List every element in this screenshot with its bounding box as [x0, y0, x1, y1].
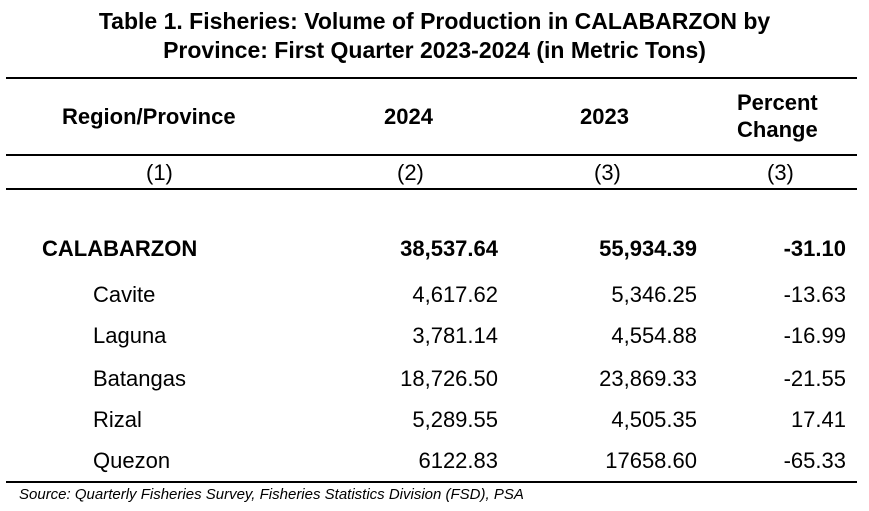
row-value-2024: 4,617.62 — [412, 282, 498, 307]
column-number-row: (1) (2) (3) (3) — [0, 159, 869, 186]
row-value-2024: 6122.83 — [418, 448, 498, 473]
table-title-line-1: Table 1. Fisheries: Volume of Production… — [98, 8, 771, 34]
header-region-province: Region/Province — [62, 104, 236, 129]
row-percent-change: -65.33 — [783, 448, 846, 473]
row-value-2024: 38,537.64 — [400, 236, 498, 261]
table-title-line-2: Province: First Quarter 2023-2024 (in Me… — [163, 37, 706, 63]
row-name: CALABARZON — [42, 236, 198, 261]
row-percent-change: -13.63 — [783, 282, 846, 307]
table-row-total: CALABARZON 38,537.64 55,934.39 -31.10 — [0, 234, 869, 264]
top-rule — [6, 77, 857, 79]
header-2023: 2023 — [580, 104, 629, 129]
bottom-rule — [6, 481, 857, 483]
row-name: Rizal — [93, 407, 142, 432]
row-name: Laguna — [93, 323, 167, 348]
column-number-4: (3) — [767, 160, 794, 185]
row-percent-change: -31.10 — [783, 236, 846, 261]
row-value-2023: 4,505.35 — [611, 407, 697, 432]
table-row: Rizal 5,289.55 4,505.35 17.41 — [0, 405, 869, 435]
header-percent-change: Percent Change — [737, 89, 818, 143]
row-name: Quezon — [93, 448, 171, 473]
row-percent-change: -16.99 — [783, 323, 846, 348]
table-row: Cavite 4,617.62 5,346.25 -13.63 — [0, 280, 869, 310]
table-title: Table 1. Fisheries: Volume of Production… — [0, 7, 869, 65]
row-value-2023: 5,346.25 — [611, 282, 697, 307]
table-row: Laguna 3,781.14 4,554.88 -16.99 — [0, 321, 869, 351]
row-name: Batangas — [93, 366, 186, 391]
column-number-2: (2) — [397, 160, 424, 185]
source-note: Source: Quarterly Fisheries Survey, Fish… — [19, 486, 524, 503]
header-percent-change-line-1: Percent — [737, 90, 818, 115]
row-value-2023: 4,554.88 — [611, 323, 697, 348]
row-value-2023: 23,869.33 — [599, 366, 697, 391]
header-rule — [6, 154, 857, 156]
column-number-3: (3) — [594, 160, 621, 185]
row-value-2024: 5,289.55 — [412, 407, 498, 432]
table-row: Quezon 6122.83 17658.60 -65.33 — [0, 446, 869, 476]
row-value-2023: 55,934.39 — [599, 236, 697, 261]
row-value-2024: 3,781.14 — [412, 323, 498, 348]
row-value-2023: 17658.60 — [605, 448, 697, 473]
header-2024: 2024 — [384, 104, 433, 129]
column-number-rule — [6, 188, 857, 190]
row-name: Cavite — [93, 282, 156, 307]
table-row: Batangas 18,726.50 23,869.33 -21.55 — [0, 364, 869, 394]
row-value-2024: 18,726.50 — [400, 366, 498, 391]
column-number-1: (1) — [146, 160, 173, 185]
row-percent-change: -21.55 — [783, 366, 846, 391]
row-percent-change: 17.41 — [790, 407, 846, 432]
header-percent-change-line-2: Change — [737, 117, 818, 142]
